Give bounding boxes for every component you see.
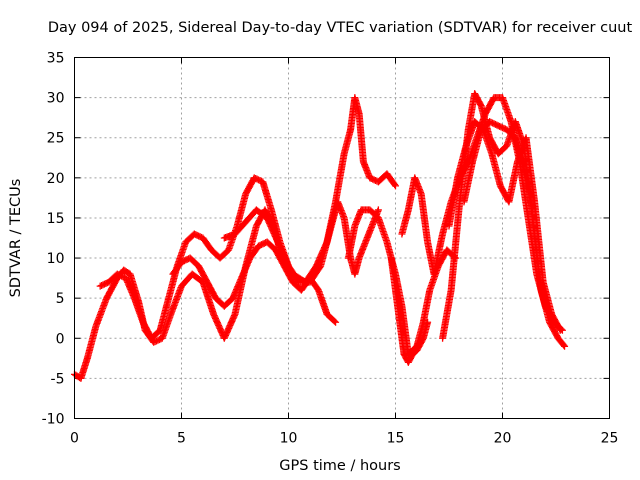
x-tick-label: 20 xyxy=(494,431,512,447)
data-point xyxy=(560,341,568,349)
x-tick-label: 25 xyxy=(601,431,619,447)
y-tick-label: 35 xyxy=(47,51,65,67)
x-axis-label: GPS time / hours xyxy=(279,458,400,474)
data-point xyxy=(424,318,432,326)
x-tick-label: 15 xyxy=(387,431,405,447)
data-point xyxy=(374,206,382,214)
data-point xyxy=(556,326,564,334)
series-arc-1 xyxy=(71,206,331,382)
series-arc-5 xyxy=(323,94,399,246)
y-tick-label: 25 xyxy=(47,131,65,147)
series-arc-7 xyxy=(387,254,432,366)
y-tick-label: 15 xyxy=(47,211,65,227)
data-layer xyxy=(71,90,569,382)
x-tick-label: 0 xyxy=(70,431,79,447)
y-axis-label: SDTVAR / TECUs xyxy=(8,179,24,298)
x-tick-label: 10 xyxy=(280,431,298,447)
chart-title: Day 094 of 2025, Sidereal Day-to-day VTE… xyxy=(48,20,633,36)
data-point xyxy=(332,318,340,326)
y-tick-label: 10 xyxy=(47,251,65,267)
data-point xyxy=(561,342,569,350)
y-tick-label: 30 xyxy=(47,91,65,107)
x-tick-label: 5 xyxy=(177,431,186,447)
data-point xyxy=(556,325,564,333)
data-point xyxy=(392,182,399,190)
series-arc-3 xyxy=(169,238,340,326)
data-point xyxy=(528,206,536,214)
series-arc-9 xyxy=(439,90,569,350)
y-tick-label: 0 xyxy=(56,331,65,347)
y-tick-label: -5 xyxy=(51,371,65,387)
y-tick-label: 5 xyxy=(56,291,65,307)
series-arc-11 xyxy=(460,118,536,214)
y-tick-label: -10 xyxy=(42,412,65,428)
y-tick-label: 20 xyxy=(47,171,65,187)
data-point xyxy=(391,181,399,189)
plot-frame xyxy=(74,57,610,419)
data-point xyxy=(331,317,339,325)
